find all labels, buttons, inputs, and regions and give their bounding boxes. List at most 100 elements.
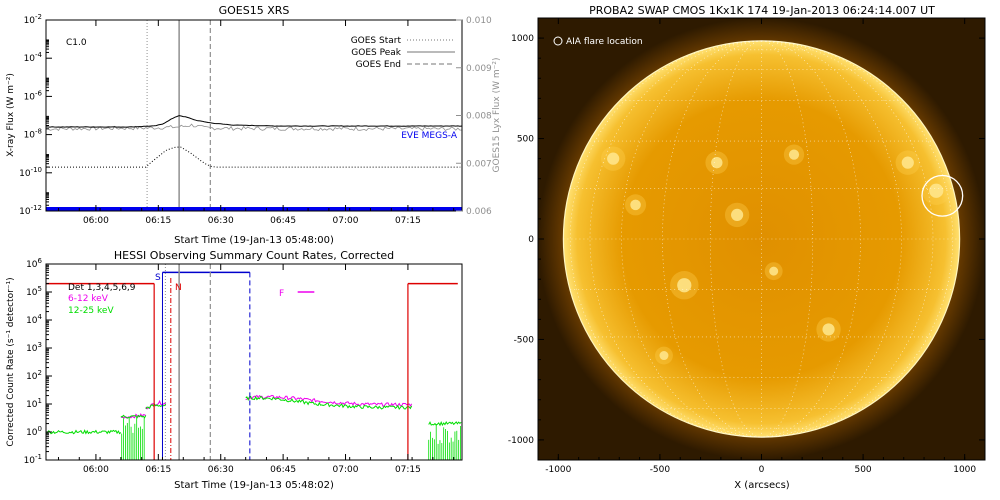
hessi-xtick-label: 06:30 <box>208 465 234 475</box>
hessi-xlabel: Start Time (19-Jan-13 05:48:02) <box>174 480 334 491</box>
active-region-glow <box>624 194 647 216</box>
hessi-legend-6-12: 6-12 keV <box>68 294 109 304</box>
goes-xtick-label: 06:00 <box>83 216 109 226</box>
lon-line <box>761 40 861 438</box>
hessi-ytick-label: 10-1 <box>24 453 42 466</box>
swap-xlabel: X (arcsecs) <box>734 480 790 491</box>
swap-xtick-label: -1000 <box>545 465 571 475</box>
active-region-glow <box>895 150 920 175</box>
goes-ylabel: X-ray Flux (W m⁻²) <box>6 73 16 157</box>
goes-short-channel <box>46 146 461 168</box>
goes-xtick-label: 07:00 <box>333 216 359 226</box>
swap-xtick-label: 0 <box>759 465 765 475</box>
goes-ytick-label: 10-8 <box>24 128 42 141</box>
hessi-xtick-label: 06:15 <box>145 465 171 475</box>
goes-y2tick-label: 0.008 <box>466 112 492 122</box>
active-region <box>929 183 944 198</box>
swap-legend: AIA flare location <box>553 36 643 47</box>
goes-y2tick-label: 0.006 <box>466 207 492 217</box>
goes-ytick-label: 10-10 <box>19 166 42 179</box>
hessi-ytick-label: 103 <box>26 341 42 354</box>
goes-ytick-label: 10-4 <box>24 51 43 64</box>
swap-ytick-label: 0 <box>528 235 534 245</box>
goes-xlabel: Start Time (19-Jan-13 05:48:00) <box>174 235 334 246</box>
goes-xtick-label: 06:15 <box>145 216 171 226</box>
goes-annotation: C1.0 <box>66 38 87 48</box>
active-region <box>659 351 669 360</box>
goes-legend-label: GOES Peak <box>351 48 401 58</box>
hessi-panel: HESSI Observing Summary Count Rates, Cor… <box>6 249 463 491</box>
active-region <box>630 199 641 211</box>
goes-y2tick-label: 0.010 <box>466 16 492 26</box>
sun-grid <box>563 40 960 438</box>
aia-flare-circle <box>921 174 964 217</box>
active-region-glow <box>655 346 673 365</box>
hessi-ytick-label: 106 <box>26 257 42 270</box>
goes-y2tick-label: 0.009 <box>466 64 492 74</box>
active-region <box>607 152 620 165</box>
hessi-ytick-label: 101 <box>26 397 42 410</box>
hessi-xtick-label: 06:45 <box>270 465 296 475</box>
swap-panel: PROBA2 SWAP CMOS 1Kx1K 174 19-Jan-2013 0… <box>508 4 986 491</box>
lon-line <box>569 40 762 438</box>
hessi-ytick-label: 104 <box>26 313 42 326</box>
active-region <box>731 208 744 221</box>
hessi-flag-s: S <box>155 273 161 283</box>
goes-legend: GOES Start GOES Peak GOES End <box>351 36 455 70</box>
hessi-frame <box>45 263 463 461</box>
active-region <box>711 156 723 169</box>
active-region <box>769 266 779 276</box>
hessi-series-1-seg-0 <box>46 429 122 435</box>
hessi-xtick-label: 07:15 <box>395 465 421 475</box>
hessi-xtick-label: 07:00 <box>333 465 359 475</box>
goes-xtick-label: 06:45 <box>270 216 296 226</box>
active-region-glow <box>705 151 729 175</box>
hessi-series-1-seg-4 <box>428 420 462 427</box>
active-region-glow <box>816 317 841 342</box>
active-region-glow <box>724 202 750 228</box>
active-region <box>788 149 800 160</box>
goes-ytick-label: 10-12 <box>19 204 42 217</box>
goes-title: GOES15 XRS <box>219 4 290 17</box>
active-region-glow <box>764 262 783 281</box>
goes-ytick-label: 10-6 <box>24 89 43 102</box>
hessi-legend-12-25: 12-25 keV <box>68 306 114 316</box>
lon-line <box>761 40 934 438</box>
active-region-glow <box>783 144 805 165</box>
lon-line <box>621 40 762 438</box>
swap-ytick-label: -1000 <box>508 436 534 446</box>
hessi-ytick-label: 100 <box>26 425 42 438</box>
hessi-series-1-seg-1 <box>120 414 147 419</box>
lon-line <box>761 40 954 438</box>
active-region <box>901 156 914 169</box>
swap-ytick-label: 500 <box>517 135 534 145</box>
lon-line <box>662 40 762 438</box>
hessi-series-1-seg-3 <box>245 395 413 410</box>
active-region <box>677 278 692 293</box>
goes-xtick-label: 07:15 <box>395 216 421 226</box>
goes-y2tick-label: 0.007 <box>466 159 492 169</box>
goes-legend-label: GOES Start <box>351 36 402 46</box>
swap-xtick-label: -500 <box>650 465 671 475</box>
hessi-series-0-seg-0 <box>120 413 147 420</box>
active-region <box>822 323 835 336</box>
goes-y2label: GOES15 Lyx Flux (W m⁻²) <box>492 58 502 173</box>
goes-panel: GOES15 XRS 10-12 10-10 10-8 10-6 10-4 10-2 0.0… <box>6 4 502 246</box>
swap-xtick-label: 1000 <box>953 465 976 475</box>
hessi-legend-det: Det 1,3,4,5,6,9 <box>68 283 136 293</box>
goes-ytick-label: 10-2 <box>24 13 42 26</box>
swap-ytick-label: 1000 <box>511 34 534 44</box>
swap-legend-label: AIA flare location <box>566 37 643 47</box>
swap-title: PROBA2 SWAP CMOS 1Kx1K 174 19-Jan-2013 0… <box>589 4 935 17</box>
hessi-flag-n: N <box>175 283 182 293</box>
goes-xtick-label: 06:30 <box>208 216 234 226</box>
lon-line <box>589 40 762 438</box>
hessi-flag-f: F <box>279 289 284 299</box>
active-region-glow <box>922 176 951 206</box>
hessi-legend: Det 1,3,4,5,6,9 6-12 keV 12-25 keV <box>68 283 136 316</box>
aia-legend-circle-icon <box>553 36 563 46</box>
hessi-ylabel: Corrected Count Rate (s⁻¹ detector⁻¹) <box>6 277 16 446</box>
hessi-title: HESSI Observing Summary Count Rates, Cor… <box>114 249 394 262</box>
active-region-glow <box>600 146 626 171</box>
